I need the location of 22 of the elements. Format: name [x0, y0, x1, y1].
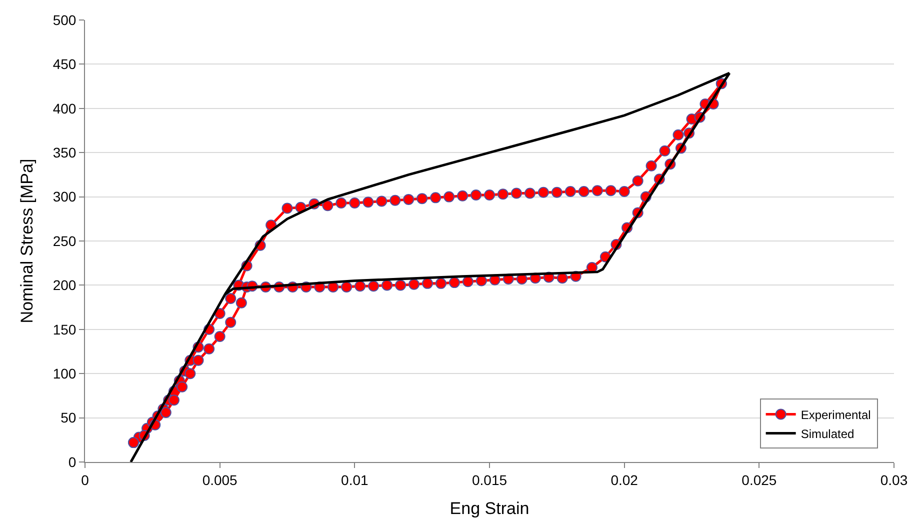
y-tick-label: 350: [52, 144, 76, 160]
y-tick-label: 500: [52, 12, 76, 28]
x-tick-label: 0.025: [742, 472, 777, 488]
x-tick-label: 0.005: [202, 472, 238, 488]
y-tick-label: 250: [52, 232, 76, 249]
x-axis-title: Eng Strain: [450, 499, 530, 518]
y-tick-label: 400: [52, 100, 76, 116]
legend-label: Experimental: [800, 408, 871, 422]
y-tick-label: 200: [52, 277, 76, 294]
y-tick-label: 50: [60, 410, 76, 426]
y-tick-label: 300: [52, 188, 76, 205]
x-tick-label: 0.03: [880, 472, 908, 488]
x-tick-label: 0.01: [341, 472, 369, 488]
y-tick-label: 150: [52, 321, 76, 338]
x-tick-label: 0: [81, 472, 90, 488]
y-tick-label: 100: [52, 366, 76, 382]
y-tick-label: 0: [68, 454, 76, 470]
y-tick-label: 450: [52, 56, 76, 72]
x-tick-label: 0.015: [472, 472, 508, 488]
y-axis-title: Nominal Stress [MPa]: [17, 158, 36, 324]
x-tick-label: 0.02: [610, 472, 638, 488]
legend-label: Simulated: [800, 426, 854, 441]
